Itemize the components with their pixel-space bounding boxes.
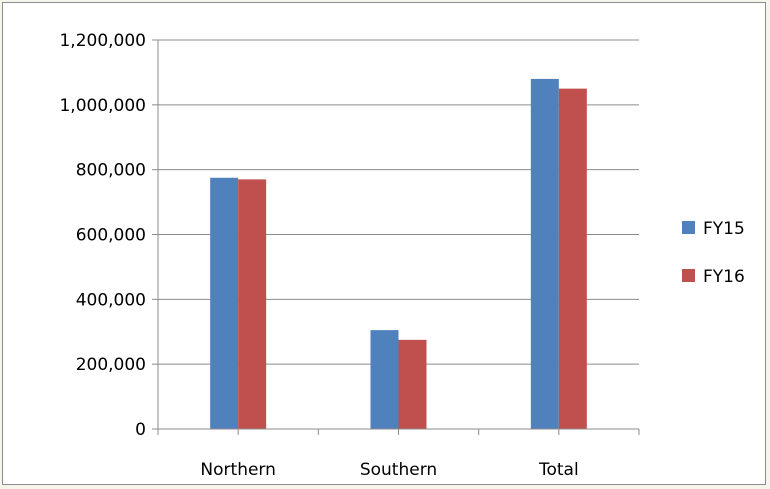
- y-tick-label: 200,000: [76, 355, 146, 375]
- y-tick-label: 600,000: [76, 226, 146, 246]
- bar-fy15-northern: [210, 177, 239, 429]
- legend-label-fy15: FY15: [703, 219, 745, 239]
- legend-label-fy16: FY16: [703, 267, 745, 287]
- y-tick-label: 0: [135, 420, 146, 440]
- axes: [152, 39, 640, 435]
- bar-chart: 0 200,000 400,000 600,000 800,000 1,000,000 1,…: [59, 31, 745, 480]
- y-axis-ticks: 0 200,000 400,000 600,000 800,000 1,000,000 1,…: [59, 31, 146, 440]
- y-tick-label: 800,000: [76, 161, 146, 181]
- bar-fy15-southern: [370, 330, 399, 429]
- legend: FY15 FY16: [682, 219, 745, 287]
- bar-fy16-total: [558, 88, 587, 429]
- legend-swatch-fy15: [682, 221, 695, 234]
- bars: [210, 78, 587, 430]
- x-tick-label: Southern: [360, 460, 437, 480]
- x-axis-ticks: Northern Southern Total: [200, 460, 578, 480]
- legend-swatch-fy16: [682, 269, 695, 282]
- y-tick-label: 400,000: [76, 290, 146, 310]
- y-tick-label: 1,000,000: [59, 96, 146, 116]
- bar-fy16-southern: [398, 339, 427, 429]
- y-tick-label: 1,200,000: [59, 31, 146, 51]
- bar-fy16-northern: [238, 179, 267, 429]
- x-tick-label: Northern: [200, 460, 275, 480]
- x-tick-label: Total: [538, 460, 579, 480]
- bar-fy15-total: [530, 78, 559, 430]
